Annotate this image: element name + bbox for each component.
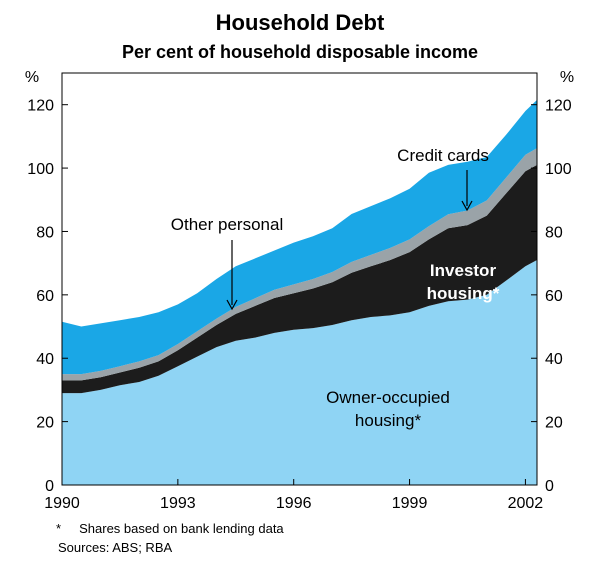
label-owner-line2: housing* — [355, 411, 422, 430]
y-tick-label-left: 40 — [36, 351, 54, 368]
y-tick-label-right: 20 — [545, 415, 563, 432]
y-axis-left: 0 20 40 60 80 100 120 — [27, 98, 68, 495]
arrowhead-other-personal — [226, 299, 238, 311]
area-other-personal — [62, 99, 537, 375]
area-investor-housing — [62, 164, 537, 394]
y-tick-label-left: 0 — [45, 478, 54, 495]
x-tick-label: 1996 — [276, 495, 312, 512]
y-tick-label-right: 60 — [545, 288, 563, 305]
footnote: * Shares based on bank lending data — [56, 521, 284, 536]
label-investor-line1: Investor — [430, 261, 497, 280]
label-credit-cards: Credit cards — [397, 146, 489, 165]
y-tick-label-left: 100 — [27, 161, 54, 178]
y-tick-label-right: 120 — [545, 98, 572, 115]
x-tick-label: 1999 — [392, 495, 428, 512]
y-tick-label-left: 20 — [36, 415, 54, 432]
y-tick-label-right: 0 — [545, 478, 554, 495]
y-tick-label-right: 40 — [545, 351, 563, 368]
y-axis-right: 0 20 40 60 80 100 120 — [531, 98, 572, 495]
x-tick-label: 1990 — [44, 495, 80, 512]
y-tick-label-left: 80 — [36, 224, 54, 241]
x-tick-label: 2002 — [508, 495, 544, 512]
chart-subtitle: Per cent of household disposable income — [122, 42, 478, 62]
y-unit-right: % — [560, 69, 574, 86]
y-tick-label-left: 60 — [36, 288, 54, 305]
y-tick-label-right: 80 — [545, 224, 563, 241]
label-other-personal: Other personal — [171, 215, 283, 234]
area-owner-occupied-housing — [62, 260, 537, 485]
y-tick-label-left: 120 — [27, 98, 54, 115]
x-tick-label: 1993 — [160, 495, 196, 512]
sources: Sources: ABS; RBA — [58, 540, 173, 555]
x-axis: 1990 1993 1996 1999 2002 — [44, 479, 543, 512]
chart-title: Household Debt — [216, 10, 385, 35]
label-owner-line1: Owner-occupied — [326, 388, 450, 407]
arrowhead-credit-cards — [461, 200, 473, 212]
stacked-areas — [62, 99, 537, 485]
y-unit-left: % — [25, 69, 39, 86]
y-tick-label-right: 100 — [545, 161, 572, 178]
label-investor-line2: housing* — [427, 284, 500, 303]
plot-frame — [61, 72, 538, 486]
